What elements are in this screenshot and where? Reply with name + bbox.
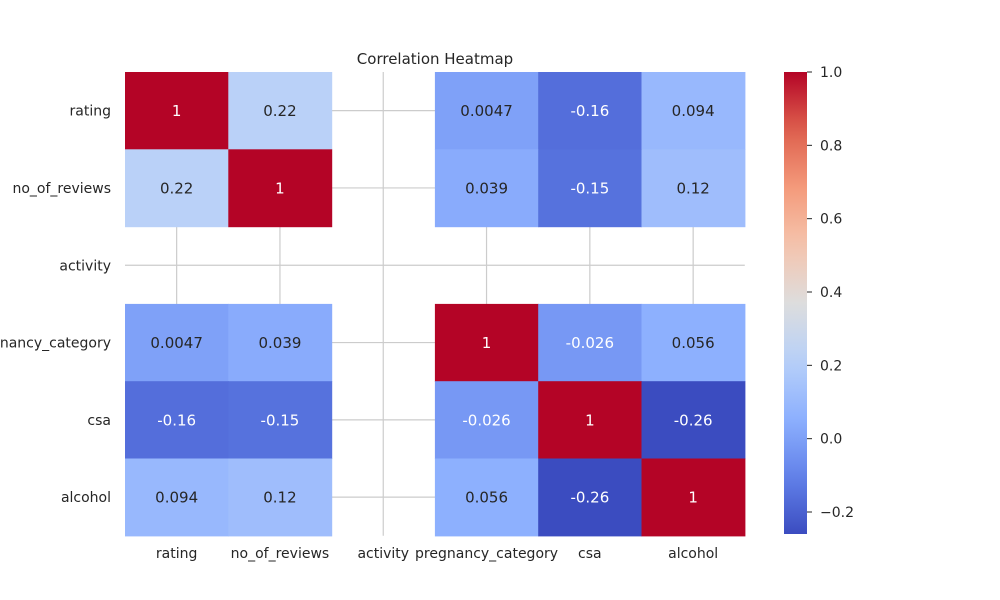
y-tick-label: activity	[59, 258, 111, 274]
heatmap-cell	[538, 381, 643, 460]
heatmap-cell	[125, 303, 229, 382]
cell-annotation: 1	[275, 179, 285, 197]
heatmap-cell	[125, 458, 229, 537]
cell-annotation: 0.12	[676, 179, 709, 197]
heatmap-cell	[228, 381, 333, 460]
x-tick-labels: rating no_of_reviews activity pregnancy_cat…	[156, 546, 718, 562]
heatmap-cell	[434, 458, 539, 537]
cell-annotation: 0.039	[258, 334, 301, 352]
cell-annotation: -0.16	[157, 411, 196, 429]
cell-annotation: -0.16	[570, 102, 609, 120]
heatmap-cell	[641, 381, 746, 460]
heatmap-cell	[538, 458, 643, 537]
colorbar-tick-label: −0.2	[820, 505, 854, 521]
heatmap-cell	[125, 381, 229, 460]
cell-annotations: 1 0.22 0.0047 -0.16 0.094 0.22 1 0.039 -0.15 0.12…	[150, 102, 715, 507]
cell-annotation: -0.15	[261, 411, 300, 429]
chart-title: Correlation Heatmap	[357, 50, 513, 68]
heatmap-cell	[228, 458, 333, 537]
colorbar: 1.0 0.8 0.6 0.4 0.2 0.0 −0.2	[784, 65, 854, 534]
cell-annotation: 1	[688, 489, 698, 507]
heatmap-cell	[228, 149, 333, 228]
cell-annotation: -0.26	[570, 489, 609, 507]
cell-annotation: 0.094	[672, 102, 715, 120]
y-tick-label: csa	[87, 413, 111, 429]
colorbar-tick-label: 0.0	[820, 432, 842, 448]
cell-annotation: -0.026	[566, 334, 614, 352]
y-tick-labels: rating no_of_reviews activity pregnancy_cat…	[0, 104, 111, 506]
x-tick-label: no_of_reviews	[231, 546, 330, 562]
cell-annotation: 0.22	[160, 179, 193, 197]
x-tick-label: rating	[156, 546, 197, 562]
heatmap-cell	[641, 458, 746, 537]
x-tick-label: alcohol	[668, 546, 718, 562]
x-tick-label: csa	[578, 546, 602, 562]
colorbar-gradient	[784, 72, 807, 534]
cell-annotation: 0.039	[465, 179, 508, 197]
cell-annotation: 1	[585, 411, 595, 429]
heatmap-cell	[434, 72, 539, 150]
cell-annotation: -0.026	[462, 411, 510, 429]
heatmap-cell	[434, 303, 539, 382]
cell-annotation: 1	[482, 334, 492, 352]
heatmap-cell	[538, 149, 643, 228]
y-tick-label: rating	[70, 104, 111, 120]
colorbar-tick-label: 0.2	[820, 358, 842, 374]
heatmap-cell	[434, 149, 539, 228]
y-tick-label: pregnancy_category	[0, 336, 111, 352]
heatmap-cell	[538, 72, 643, 150]
cell-annotation: -0.26	[674, 411, 713, 429]
cell-annotation: 0.12	[263, 489, 296, 507]
heatmap-cell	[228, 303, 333, 382]
heatmap-cell	[538, 303, 643, 382]
y-tick-label: alcohol	[61, 490, 111, 506]
x-tick-label: activity	[357, 546, 409, 562]
heatmap-cell	[228, 72, 333, 150]
cell-annotation: 1	[172, 102, 182, 120]
cell-annotation: 0.0047	[460, 102, 513, 120]
cell-annotation: 0.094	[155, 489, 198, 507]
y-tick-label: no_of_reviews	[12, 181, 111, 197]
heatmap-cells	[125, 72, 746, 537]
colorbar-tick-label: 0.8	[820, 138, 842, 154]
cell-annotation: 0.056	[465, 489, 508, 507]
colorbar-tick-label: 0.6	[820, 212, 842, 228]
heatmap-cell	[641, 72, 746, 150]
heatmap-cell	[434, 381, 539, 460]
heatmap-cell	[125, 72, 229, 150]
colorbar-tick-label: 1.0	[820, 65, 842, 81]
cell-annotation: 0.056	[672, 334, 715, 352]
heatmap-cell	[641, 303, 746, 382]
cell-annotation: -0.15	[570, 179, 609, 197]
heatmap-cell	[641, 149, 746, 228]
colorbar-tick-label: 0.4	[820, 285, 842, 301]
cell-annotation: 0.22	[263, 102, 296, 120]
cell-annotation: 0.0047	[150, 334, 203, 352]
heatmap-cell	[125, 149, 229, 228]
x-tick-label: pregnancy_category	[415, 546, 558, 562]
